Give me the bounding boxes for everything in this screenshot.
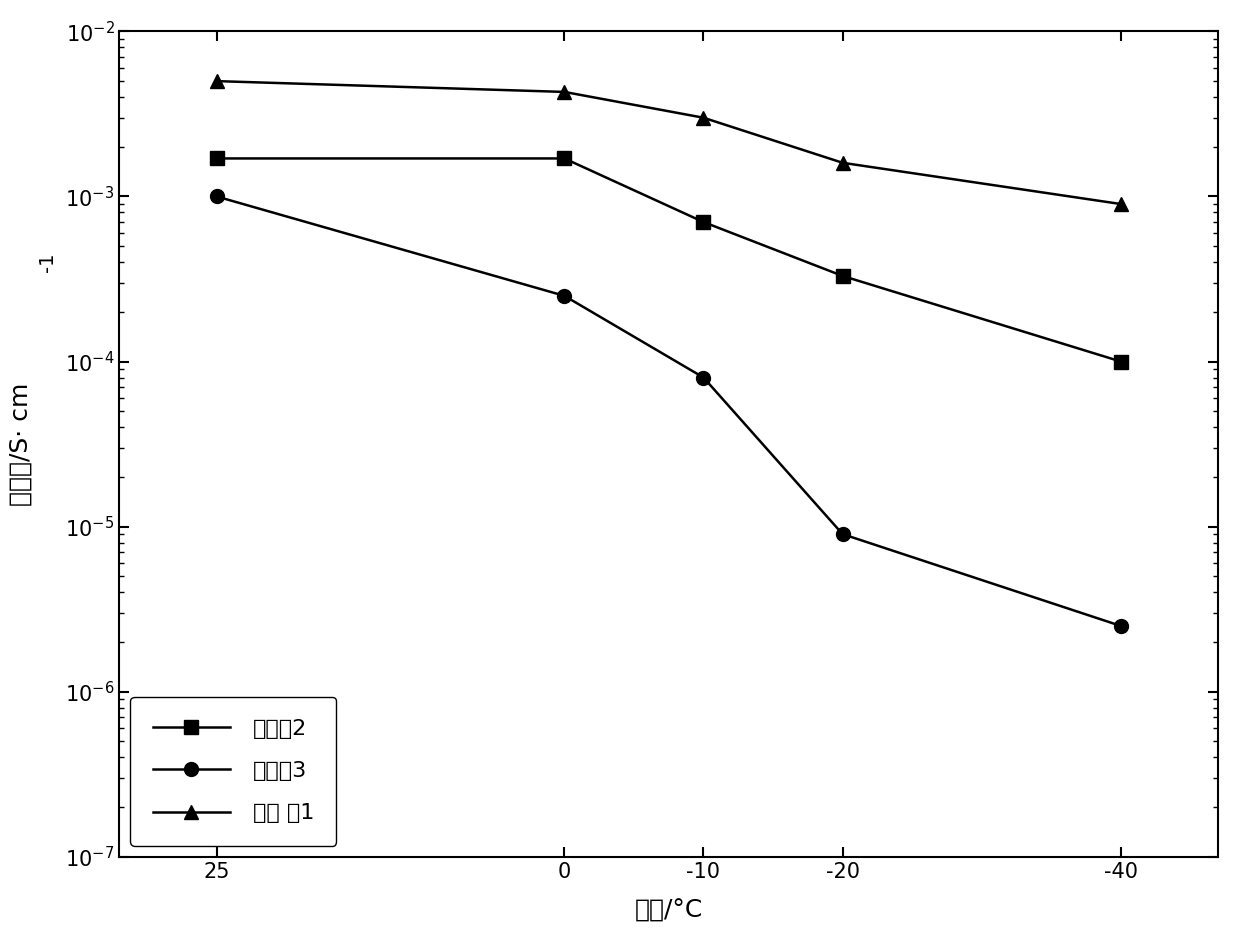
- 对比例3: [835, 528, 850, 539]
- Text: -1: -1: [38, 253, 57, 273]
- 实施 例1: [558, 86, 572, 97]
- Text: 电导率/S· cm: 电导率/S· cm: [9, 382, 32, 505]
- 对比例3: [558, 290, 572, 302]
- 实施 例1: [1114, 198, 1129, 209]
- 实施 例1: [835, 157, 850, 169]
- 实施 例1: [696, 112, 711, 124]
- X-axis label: 温度/°C: 温度/°C: [634, 898, 703, 922]
- 对比例2: [835, 271, 850, 282]
- 对比例3: [1114, 620, 1129, 632]
- 对比例3: [209, 190, 224, 202]
- 对比例2: [558, 153, 572, 164]
- 对比例2: [209, 153, 224, 164]
- 对比例2: [1114, 356, 1129, 367]
- Line: 对比例3: 对比例3: [209, 190, 1127, 633]
- Line: 实施 例1: 实施 例1: [209, 74, 1127, 211]
- Legend: 对比例2, 对比例3, 实施 例1: 对比例2, 对比例3, 实施 例1: [130, 697, 336, 846]
- 实施 例1: [209, 75, 224, 87]
- 对比例2: [696, 216, 711, 227]
- 对比例3: [696, 372, 711, 383]
- Line: 对比例2: 对比例2: [209, 152, 1127, 369]
